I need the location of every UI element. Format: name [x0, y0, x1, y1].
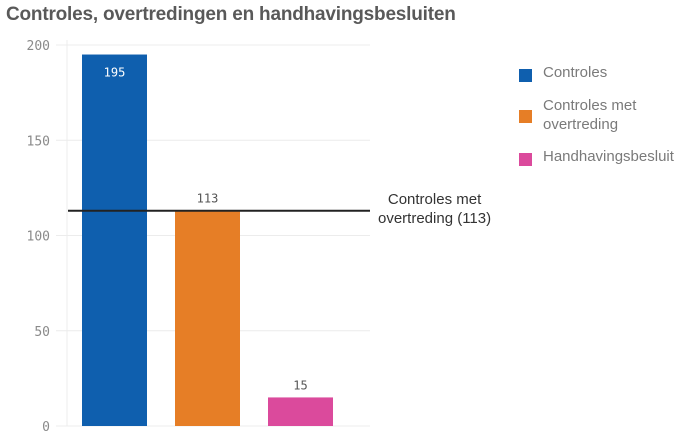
legend-swatch — [519, 110, 532, 123]
data-label: 15 — [293, 378, 307, 392]
y-tick-label: 100 — [27, 230, 50, 245]
y-tick-label: 150 — [27, 134, 50, 149]
legend-swatch — [519, 153, 532, 166]
reference-line-label-line1: Controles met — [387, 191, 482, 208]
legend-item-controles-met-overtreding[interactable]: Controles met overtreding — [519, 96, 674, 134]
legend: Controles Controles met overtreding Hand… — [519, 64, 674, 180]
bar-3 — [268, 397, 333, 426]
bar-2 — [175, 210, 240, 426]
legend-item-handhavingsbesluit[interactable]: Handhavingsbesluit — [519, 148, 674, 166]
chart-title: Controles, overtredingen en handhavingsb… — [6, 4, 456, 25]
legend-label: Controles — [543, 64, 608, 81]
y-tick-label: 50 — [34, 325, 50, 340]
data-label: 113 — [197, 192, 219, 206]
y-tick-label: 0 — [42, 420, 50, 435]
legend-item-controles[interactable]: Controles — [519, 64, 674, 82]
legend-swatch — [519, 69, 532, 82]
legend-label: Handhavingsbesluit — [543, 148, 674, 165]
reference-line-label-line2: overtreding (113) — [378, 210, 492, 227]
reference-line-label: Controles met overtreding (113) — [378, 190, 491, 228]
legend-label: Controles met overtreding — [543, 97, 637, 133]
y-tick-label: 200 — [27, 39, 50, 54]
bar-1 — [82, 54, 147, 427]
data-label: 195 — [104, 66, 126, 80]
